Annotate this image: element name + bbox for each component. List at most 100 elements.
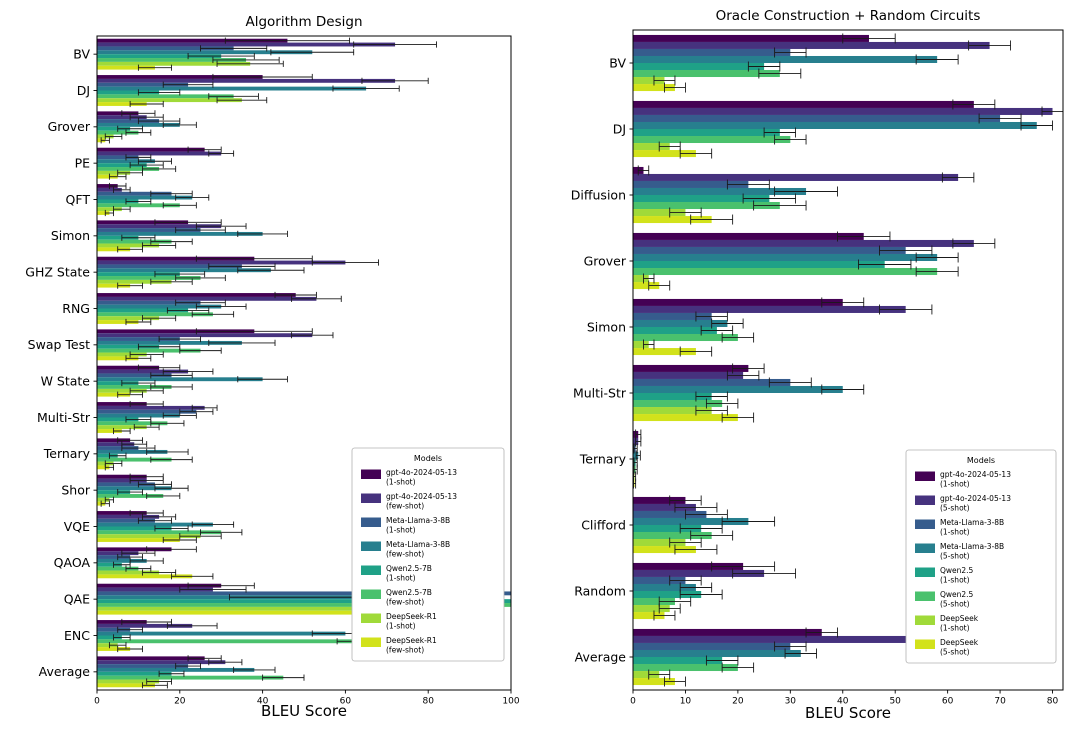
bar — [97, 522, 213, 527]
bar — [97, 151, 222, 156]
legend-label: gpt-4o-2024-05-13 — [940, 470, 1011, 479]
bar — [97, 465, 110, 470]
chart-algorithm-design: BV DJ Grover PE QFT Simon GHZ State RNG Swap Tes… — [25, 14, 520, 720]
legend-label-shot: (1-shot) — [386, 526, 416, 535]
bar — [97, 231, 263, 236]
bar — [97, 627, 131, 632]
bar — [97, 538, 180, 542]
bar — [97, 482, 155, 487]
bar — [633, 539, 686, 547]
legend-swatch — [361, 493, 381, 503]
error-bars-layer — [100, 37, 504, 689]
bar — [97, 220, 189, 225]
category-label: Simon — [51, 228, 90, 243]
bar — [633, 510, 707, 518]
bar — [97, 344, 160, 349]
bar — [97, 333, 313, 338]
category-label: Average — [575, 649, 627, 664]
category-label: Shor — [61, 482, 91, 497]
bar — [97, 555, 131, 559]
legend-label: gpt-4o-2024-05-13 — [386, 468, 457, 477]
bar — [633, 327, 717, 335]
bar — [97, 494, 164, 498]
legend-swatch — [361, 613, 381, 623]
bar — [633, 261, 885, 269]
bar — [97, 247, 131, 252]
x-axis-label: BLEU Score — [261, 702, 347, 720]
bar — [633, 216, 712, 224]
bar — [97, 54, 222, 59]
legend-label-shot: (1-shot) — [386, 478, 416, 487]
category-label: Ternary — [579, 451, 627, 466]
bar — [97, 587, 213, 592]
bar — [633, 63, 765, 71]
bar — [97, 163, 147, 168]
bar — [97, 449, 168, 454]
legend-label-shot: (1-shot) — [940, 528, 970, 537]
bar — [97, 352, 147, 357]
bar — [97, 320, 139, 324]
x-tick-label: 30 — [785, 697, 797, 707]
bar — [633, 503, 696, 511]
bar — [633, 635, 938, 643]
bar — [97, 256, 255, 261]
bar — [633, 414, 738, 422]
category-label: RNG — [62, 301, 90, 316]
bar — [633, 100, 974, 108]
bar — [97, 86, 367, 91]
bar — [633, 150, 696, 158]
bar — [97, 574, 193, 579]
bar — [633, 298, 843, 306]
bar — [97, 82, 189, 87]
bar — [633, 319, 728, 327]
bar — [97, 392, 131, 397]
bar — [97, 402, 147, 406]
category-label: VQE — [64, 519, 90, 534]
bar — [97, 647, 131, 651]
legend-label: Qwen2.5-7B — [386, 588, 432, 597]
axes-layer: BV DJ Diffusion Grover Simon Multi-Str Ternary… — [571, 29, 1064, 707]
x-tick-label: 20 — [174, 697, 186, 707]
bar — [633, 562, 744, 570]
legend-swatch — [915, 615, 935, 625]
bar — [633, 202, 780, 210]
bar — [633, 341, 649, 349]
bar — [633, 671, 660, 679]
bar — [97, 656, 205, 661]
bar — [97, 413, 180, 418]
bar — [97, 438, 131, 443]
bar — [633, 649, 801, 657]
bar — [633, 334, 738, 342]
bar — [97, 111, 139, 116]
bar — [97, 155, 139, 160]
bar — [97, 453, 118, 458]
bar — [97, 671, 172, 676]
bar — [97, 235, 139, 240]
bar — [97, 421, 168, 426]
bar — [633, 525, 702, 533]
legend: Modelsgpt-4o-2024-05-13(1-shot)gpt-4o-20… — [905, 449, 1057, 664]
legend-label: gpt-4o-2024-05-13 — [940, 494, 1011, 503]
plot-algorithm-design: BV DJ Grover PE QFT Simon GHZ State RNG Swap Tes… — [25, 35, 520, 707]
legend-box — [905, 449, 1057, 664]
category-label: PE — [75, 155, 91, 170]
bar — [633, 393, 712, 401]
legend-swatch — [915, 639, 935, 649]
category-label: BV — [609, 55, 626, 70]
bar — [633, 591, 702, 599]
bar — [633, 114, 1001, 122]
legend-swatch — [915, 471, 935, 481]
bar — [97, 409, 197, 414]
bar — [97, 478, 147, 483]
bar — [97, 369, 189, 374]
bar — [633, 371, 744, 379]
x-tick-label: 80 — [422, 697, 434, 707]
bar — [97, 224, 222, 229]
legend-swatch — [361, 637, 381, 647]
legend-label: DeepSeek — [940, 638, 979, 647]
bar — [97, 534, 201, 539]
bar — [97, 429, 122, 433]
legend-swatch — [915, 567, 935, 577]
bar — [97, 599, 511, 604]
